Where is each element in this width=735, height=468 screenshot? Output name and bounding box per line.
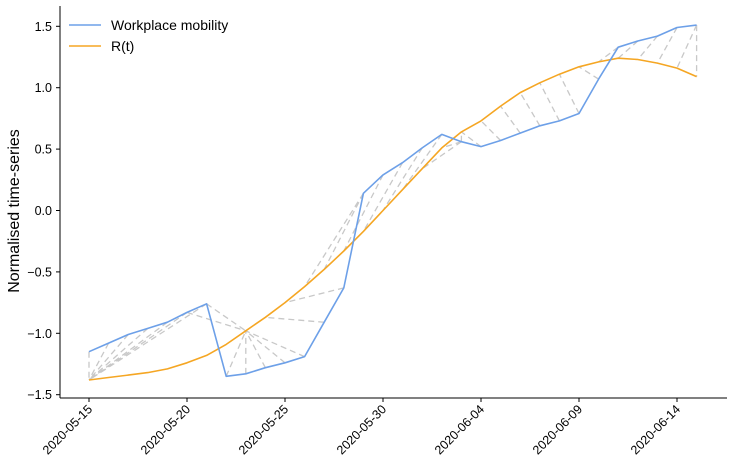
x-tick-label: 2020-05-25 <box>236 402 291 457</box>
connector-line <box>88 327 149 381</box>
x-tick-label: 2020-05-15 <box>40 402 95 457</box>
connector-line <box>578 66 599 80</box>
connector-line <box>88 303 207 381</box>
connector-line <box>421 141 462 170</box>
dtw-connector-lines <box>88 24 698 381</box>
connector-line <box>186 311 246 332</box>
x-tick-label: 2020-06-04 <box>432 402 487 457</box>
connector-line <box>480 120 502 141</box>
x-tick-label: 2020-05-20 <box>138 402 193 457</box>
y-tick-label: −1.5 <box>27 388 52 402</box>
connector-line <box>206 303 247 332</box>
connector-line <box>382 147 423 211</box>
connector-line <box>461 131 482 148</box>
connector-line <box>88 334 129 381</box>
connector-line <box>323 193 364 270</box>
y-axis-title: Normalised time-series <box>6 129 23 293</box>
series-line-workplace-mobility <box>88 24 697 378</box>
connector-line <box>245 330 305 358</box>
connector-line <box>637 35 658 60</box>
x-tick-label: 2020-06-09 <box>530 402 585 457</box>
axes: −1.5 −1.0 −0.5 0.0 0.5 1.0 1.5 2020-05-15 2020-0… <box>27 6 727 457</box>
connector-line <box>617 40 639 59</box>
legend: Workplace mobility R(t) <box>69 17 228 54</box>
y-tick-label: 0.0 <box>35 204 52 218</box>
y-tick-label: −0.5 <box>27 265 52 279</box>
connector-line <box>304 192 364 287</box>
connector-line <box>500 105 521 134</box>
series-lines <box>88 24 697 381</box>
connector-line <box>558 73 580 114</box>
connector-line <box>88 342 110 381</box>
connector-line <box>656 27 678 64</box>
connector-line <box>225 330 247 377</box>
series-line-r-t <box>88 57 697 381</box>
connector-line <box>441 141 462 149</box>
connector-line <box>519 92 541 127</box>
connector-line <box>676 24 698 69</box>
legend-label-workplace-mobility: Workplace mobility <box>111 17 228 33</box>
connector-line <box>245 330 286 364</box>
x-tick-label: 2020-05-30 <box>334 402 389 457</box>
connector-line <box>265 316 325 323</box>
connector-line <box>362 162 404 232</box>
y-tick-label: 0.5 <box>35 143 52 157</box>
y-tick-label: −1.0 <box>27 327 52 341</box>
connector-line <box>245 330 266 368</box>
x-tick-label: 2020-06-14 <box>628 402 683 457</box>
legend-label-rt: R(t) <box>111 38 134 54</box>
y-tick-label: 1.5 <box>35 20 52 34</box>
connector-line <box>402 133 443 191</box>
connector-line <box>598 46 619 63</box>
y-tick-label: 1.0 <box>35 81 52 95</box>
connector-line <box>284 287 344 304</box>
connector-line <box>343 174 384 252</box>
connector-line <box>539 82 560 122</box>
